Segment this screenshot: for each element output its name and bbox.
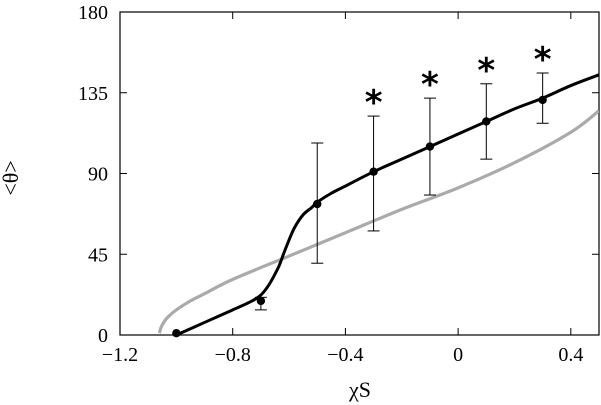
significance-star: *	[421, 65, 439, 105]
plot-frame	[119, 11, 600, 336]
axis-ticks: −1.2 −0.8 −0.4 0 0.4 0 45 90 135 180	[78, 2, 599, 366]
x-axis-label: χS	[348, 377, 371, 402]
data-point	[482, 117, 491, 126]
gray-curve	[157, 109, 599, 334]
x-tick-label: −1.2	[102, 344, 138, 366]
data-point	[172, 329, 181, 338]
significance-star: *	[365, 83, 383, 123]
x-tick-label: −0.8	[215, 344, 251, 366]
significance-markers: * * * *	[365, 40, 552, 123]
error-bars	[254, 72, 549, 311]
data-point	[369, 167, 378, 176]
black-curve	[175, 73, 599, 335]
x-tick-label: 0	[453, 344, 463, 366]
y-axis-label: <θ>	[0, 160, 23, 195]
x-tick-label: 0.4	[558, 344, 583, 366]
data-points	[172, 95, 547, 338]
axis-labels: <θ> χS	[0, 160, 371, 402]
y-tick-label: 45	[88, 244, 108, 266]
significance-star: *	[534, 40, 552, 80]
y-tick-label: 180	[78, 2, 108, 24]
data-point	[538, 95, 547, 105]
data-point	[313, 199, 322, 209]
data-point	[256, 296, 266, 306]
y-tick-label: 90	[88, 164, 108, 186]
x-tick-label: −0.4	[327, 344, 363, 366]
plot-border	[119, 11, 600, 336]
y-tick-label: 0	[98, 325, 108, 347]
significance-star: *	[477, 51, 495, 91]
y-tick-label: 135	[78, 83, 108, 105]
data-point	[425, 142, 435, 151]
